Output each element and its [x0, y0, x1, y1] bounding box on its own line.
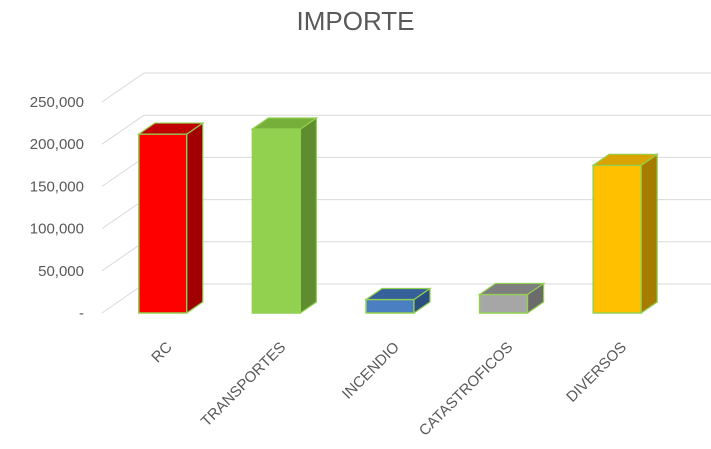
gridline-depth: [101, 72, 145, 103]
bar-side-transportes: [299, 116, 317, 315]
x-tick-label: CATASTROFICOS: [416, 339, 517, 440]
bar-top-diversos: [591, 153, 660, 166]
bar-side-rc: [186, 121, 204, 315]
bar-top-incendio: [364, 287, 432, 301]
y-tick-label: 250,000: [30, 94, 84, 111]
y-tick-label: 200,000: [30, 136, 84, 153]
bar-incendio: [365, 298, 415, 314]
bar-top-catastroficos: [477, 282, 546, 296]
bar-transportes: [251, 128, 302, 314]
gridline-depth: [101, 199, 145, 230]
y-tick-label: 150,000: [30, 178, 84, 195]
bar-side-diversos: [640, 153, 658, 315]
x-tick-label: DIVERSOS: [563, 339, 630, 406]
bar-rc: [138, 133, 188, 314]
x-tick-label: INCENDIO: [339, 339, 403, 403]
bar-diversos: [592, 164, 642, 314]
bar-top-rc: [136, 122, 205, 135]
bar-top-transportes: [250, 117, 319, 130]
y-tick-label: -: [79, 305, 84, 322]
gridline-depth: [101, 156, 145, 187]
y-tick-label: 50,000: [38, 263, 84, 280]
x-tick-label: RC: [148, 339, 175, 366]
x-tick-label: TRANSPORTES: [198, 339, 289, 430]
gridline-depth: [101, 241, 145, 272]
chart-title: IMPORTE: [296, 6, 415, 36]
gridline-depth: [101, 283, 145, 314]
bar-catastroficos: [478, 293, 529, 314]
y-tick-label: 100,000: [30, 221, 84, 238]
gridline-depth: [101, 114, 145, 145]
